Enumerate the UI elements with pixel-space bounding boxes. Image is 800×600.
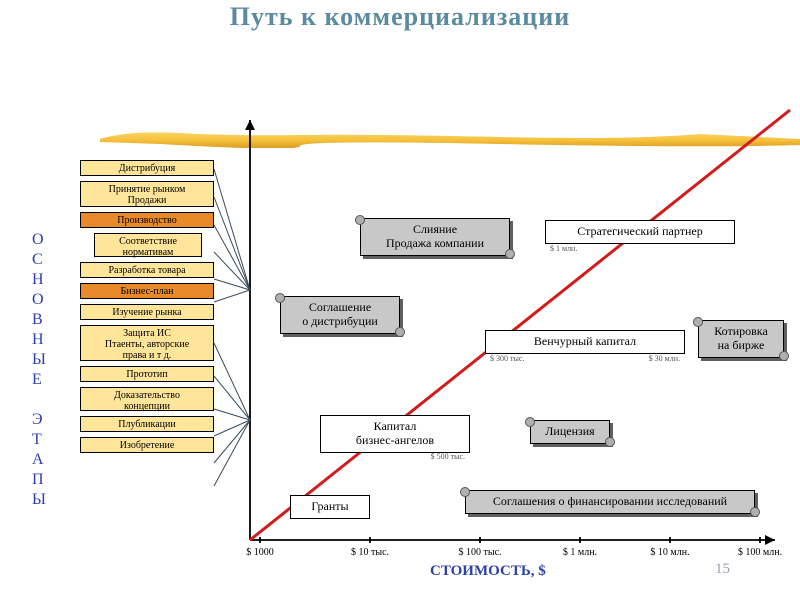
y-axis-label: О С Н О В Н Ы Е Э Т А П Ы <box>32 230 46 510</box>
stage-box: Изобретение <box>80 437 214 453</box>
stage-box: Принятие рынкомПродажи <box>80 181 214 207</box>
milestone-research: Соглашения о финансировании исследований <box>465 490 755 514</box>
milestone-grants: Гранты <box>290 495 370 519</box>
milestone-angels: Капиталбизнес-ангелов$ 500 тыс. <box>320 415 470 453</box>
milestone-dist: Соглашениео дистрибуции <box>280 296 400 334</box>
stage-box: Разработка товара <box>80 262 214 278</box>
milestone-vc: Венчурный капитал$ 300 тыс.$ 30 млн. <box>485 330 685 354</box>
milestone-license: Лицензия <box>530 420 610 444</box>
svg-text:$ 10 млн.: $ 10 млн. <box>650 547 689 558</box>
svg-text:$ 10 тыс.: $ 10 тыс. <box>351 547 389 558</box>
page-title: Путь к коммерциализации <box>0 2 800 32</box>
svg-text:$ 100 тыс.: $ 100 тыс. <box>458 547 501 558</box>
stage-box: Производство <box>80 212 214 228</box>
stage-box: Дистрибуция <box>80 160 214 176</box>
stages-column: Дистрибуция Принятие рынкомПродажи Произво… <box>80 160 214 458</box>
stage-box: Соответствиенормативам <box>94 233 202 257</box>
stage-box: Плубликации <box>80 416 214 432</box>
svg-text:$ 1 млн.: $ 1 млн. <box>563 547 597 558</box>
stage-box: Защита ИСПтаенты, авторскиеправа и т д. <box>80 325 214 361</box>
stage-box: Доказательствоконцепции <box>80 387 214 411</box>
svg-text:$ 100 млн.: $ 100 млн. <box>738 547 782 558</box>
stage-box: Прототип <box>80 366 214 382</box>
milestone-merger: СлияниеПродажа компании <box>360 218 510 256</box>
stage-box: Бизнес-план <box>80 283 214 299</box>
milestone-strat: Стратегический партнер$ 1 млн. <box>545 220 735 244</box>
milestone-ipo: Котировкана бирже <box>698 320 784 358</box>
stage-box: Изучение рынка <box>80 304 214 320</box>
svg-text:$ 1000: $ 1000 <box>246 547 274 558</box>
